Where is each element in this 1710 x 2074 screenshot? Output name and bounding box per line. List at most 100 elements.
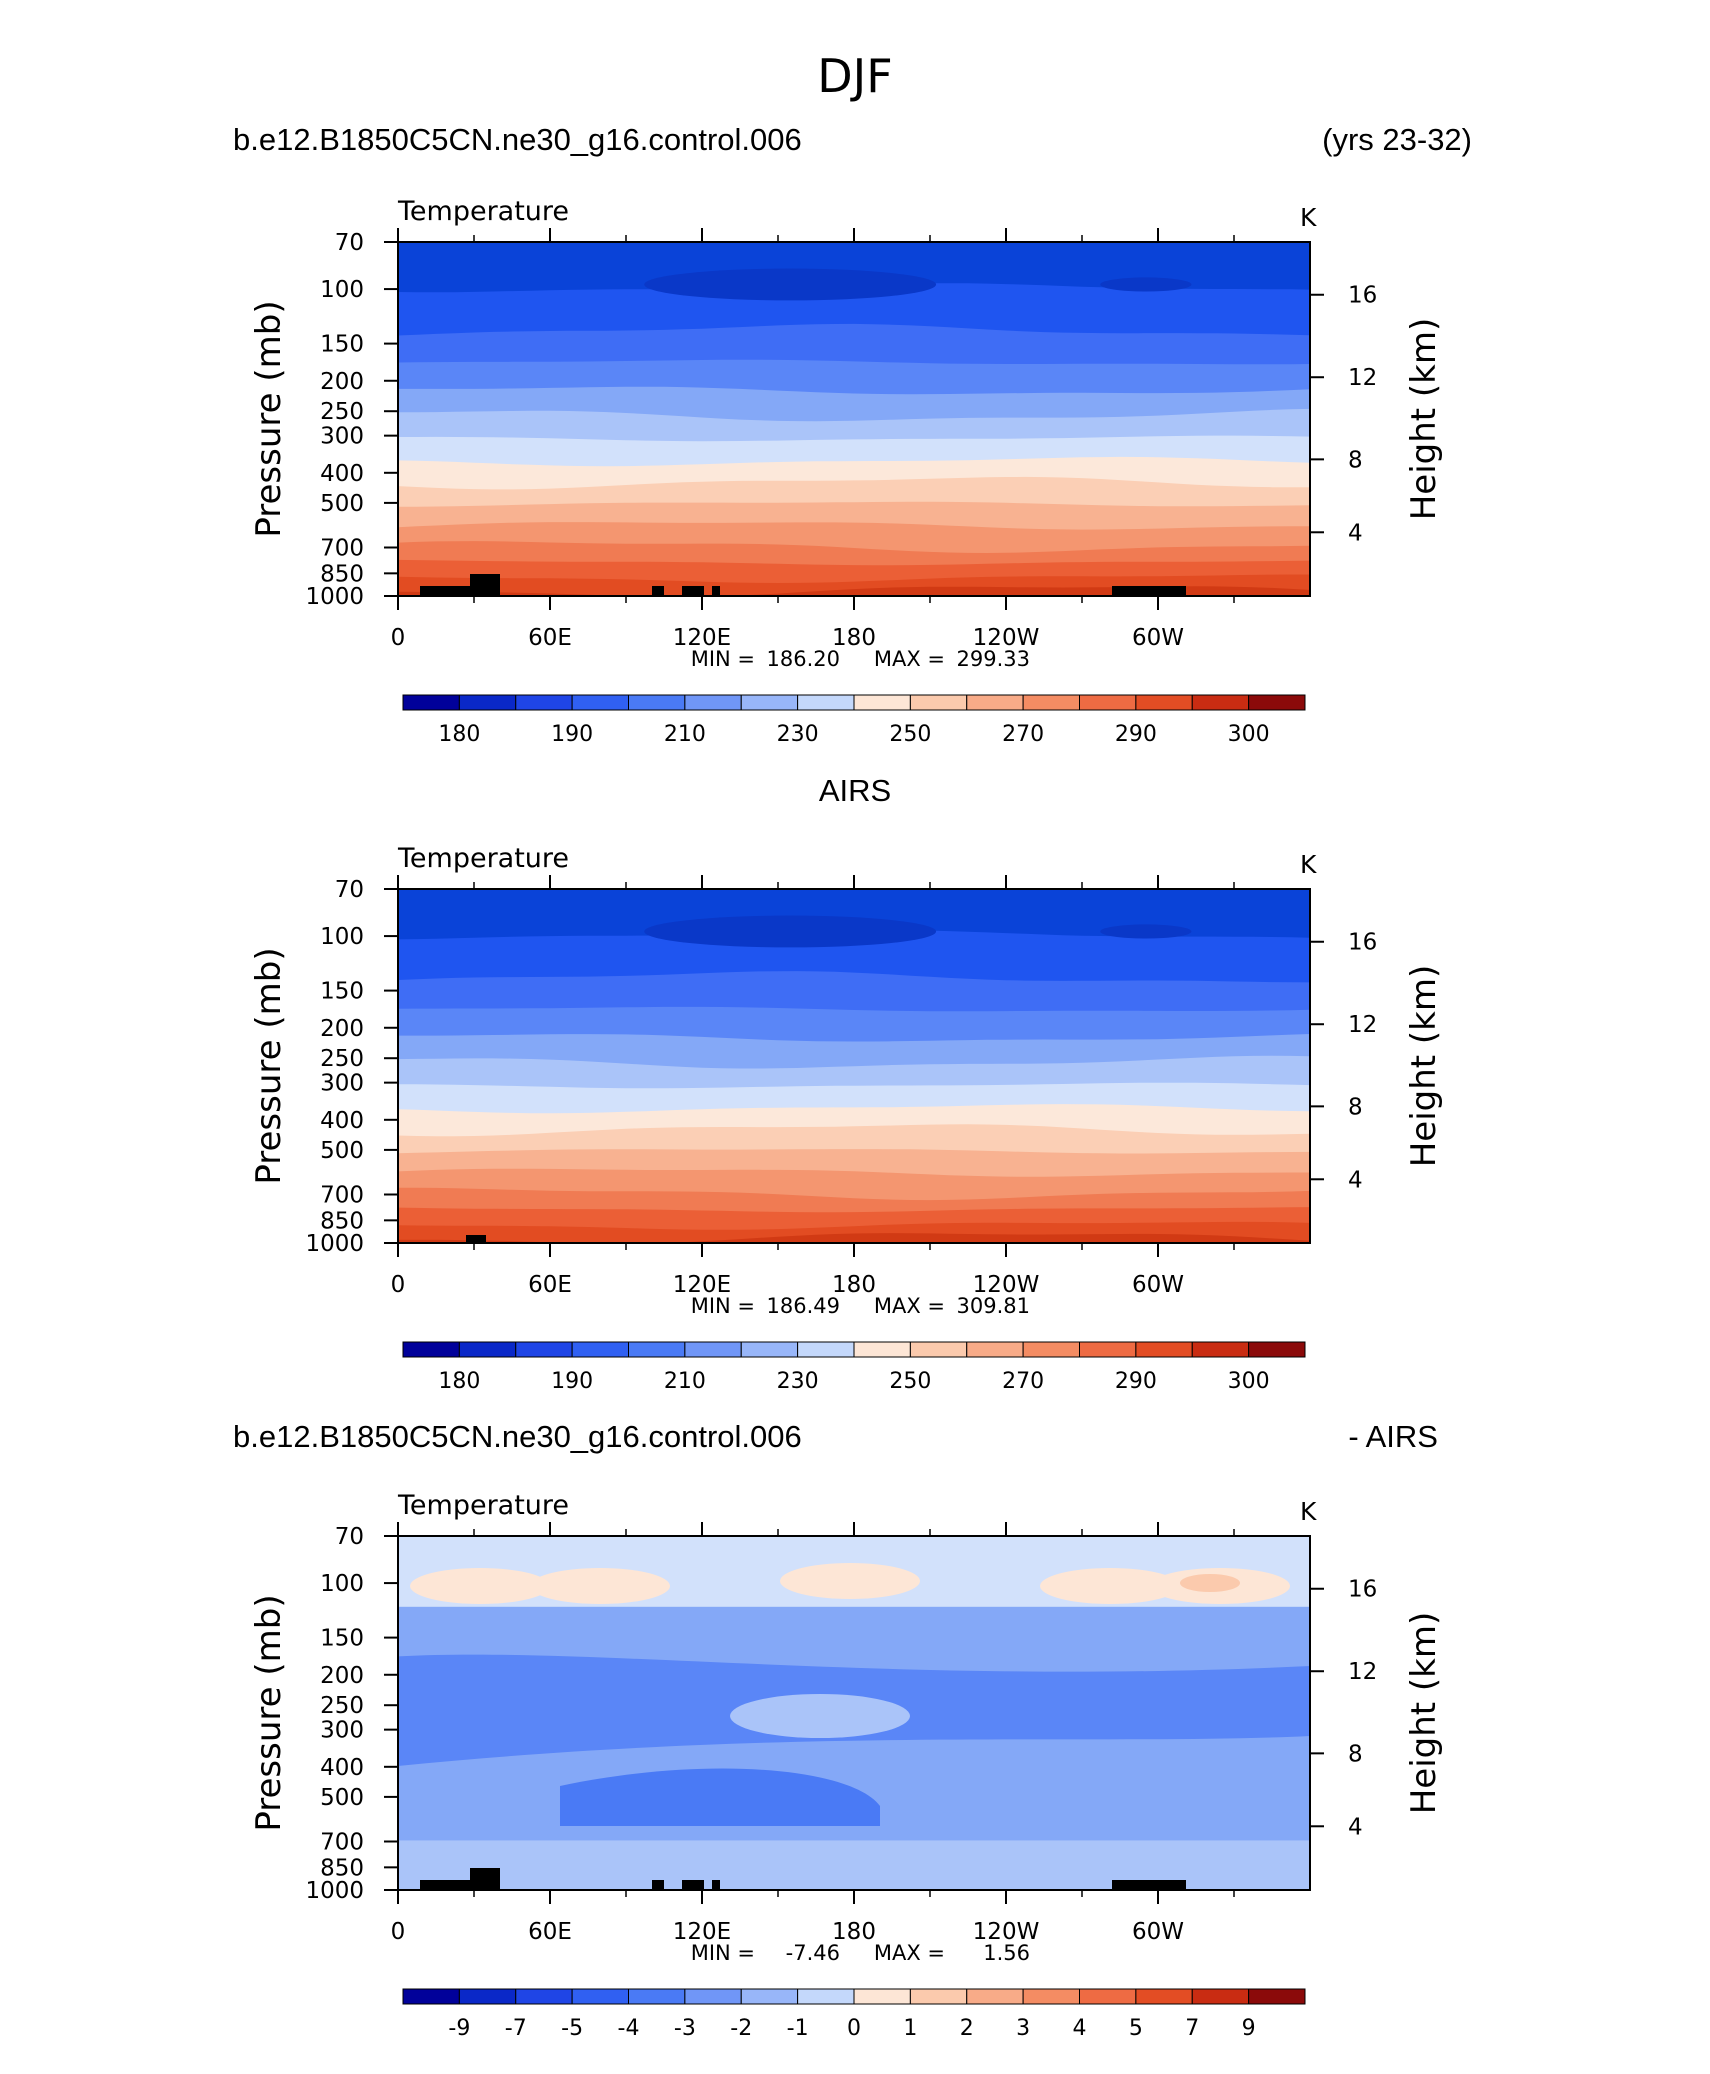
pressure-tick-label: 500 [320, 1785, 364, 1811]
colorbar-label: 0 [847, 2016, 861, 2041]
y-axis-title: Pressure (mb) [249, 300, 289, 537]
lon-tick-label: 120E [673, 1272, 731, 1298]
colorbar-label: 190 [551, 1369, 593, 1394]
colorbar-label: 300 [1228, 722, 1270, 747]
pressure-tick-label: 150 [320, 979, 364, 1005]
max-value: 1.56 [983, 1941, 1030, 1965]
pressure-tick-label: 250 [320, 1046, 364, 1072]
pressure-tick-label: 200 [320, 1663, 364, 1689]
pressure-tick-label: 100 [320, 924, 364, 950]
variable-label: Temperature [397, 843, 569, 874]
colorbar-segment [628, 1988, 686, 2005]
colorbar-segment [1022, 1988, 1080, 2005]
colorbar-segment [458, 1341, 517, 1358]
colorbar-segment [571, 1988, 629, 2005]
lon-tick-label: 180 [832, 1919, 876, 1945]
terrain-block [652, 1880, 664, 1890]
colorbar-segment [1079, 694, 1137, 711]
terrain-block [1112, 1880, 1186, 1890]
contour-field [398, 889, 1310, 1243]
max-value: 309.81 [957, 1294, 1030, 1318]
colorbar-segment [1248, 1988, 1306, 2005]
lon-tick-label: 0 [391, 1919, 406, 1945]
min-value: 186.20 [767, 647, 840, 671]
colorbar-segment [628, 694, 686, 711]
pressure-tick-label: 250 [320, 1693, 364, 1719]
colorbar-segment [740, 1988, 799, 2005]
colorbar-segment [1248, 694, 1306, 711]
diff-warm-patch [780, 1563, 920, 1599]
min-label: MIN = [691, 647, 755, 671]
page-title: DJF [817, 49, 892, 103]
colorbar-label: 180 [438, 722, 480, 747]
band-fill-14 [398, 586, 1310, 596]
height-tick-label: 12 [1348, 1012, 1377, 1038]
terrain-block [652, 586, 664, 596]
colorbar-label: 270 [1002, 1369, 1044, 1394]
panel-title-left: b.e12.B1850C5CN.ne30_g16.control.006 [233, 1419, 802, 1454]
colorbar-label: 4 [1073, 2016, 1087, 2041]
colorbar-label: 210 [664, 722, 706, 747]
height-tick-label: 12 [1348, 365, 1377, 391]
lon-tick-label: 180 [832, 625, 876, 651]
colorbar-segment [966, 1988, 1024, 2005]
lon-tick-label: 60E [528, 625, 572, 651]
diff-warm-patch [530, 1568, 670, 1604]
diff-warm-patch [410, 1568, 550, 1604]
min-label: MIN = [691, 1941, 755, 1965]
colorbar-label: 5 [1129, 2016, 1143, 2041]
colorbar-segment [515, 1988, 573, 2005]
pressure-tick-label: 500 [320, 1138, 364, 1164]
colorbar-label: -4 [618, 2016, 640, 2041]
colorbar-label: -2 [730, 2016, 752, 2041]
terrain-block [1112, 586, 1186, 596]
colorbar-segment [571, 694, 629, 711]
colorbar-segment [909, 1341, 968, 1358]
terrain-block [712, 586, 720, 596]
colorbar-segment [909, 694, 968, 711]
terrain-block [682, 586, 704, 596]
max-label: MAX = [874, 647, 945, 671]
pressure-tick-label: 300 [320, 1718, 364, 1744]
chart-panel-1: b.e12.B1850C5CN.ne30_g16.control.006 (yrs… [233, 122, 1472, 747]
height-tick-label: 16 [1348, 1577, 1377, 1603]
colorbar-label: 290 [1115, 722, 1157, 747]
height-tick-label: 4 [1348, 1167, 1363, 1193]
colorbar-segment [797, 1341, 855, 1358]
colorbar-label: 210 [664, 1369, 706, 1394]
panel-title-left: b.e12.B1850C5CN.ne30_g16.control.006 [233, 122, 802, 157]
pressure-tick-label: 70 [335, 877, 364, 903]
colorbar-segment [402, 1341, 460, 1358]
pressure-tick-label: 200 [320, 1016, 364, 1042]
lon-tick-label: 120W [973, 1272, 1040, 1298]
lon-tick-label: 60W [1132, 1919, 1184, 1945]
max-value: 299.33 [957, 647, 1030, 671]
colorbar-segment [853, 1988, 911, 2005]
colorbar-segment [1022, 1341, 1080, 1358]
lon-tick-label: 60E [528, 1919, 572, 1945]
pressure-tick-label: 300 [320, 424, 364, 450]
colorbar-segment [402, 694, 460, 711]
colorbar-label: 2 [960, 2016, 974, 2041]
colorbar-label: 3 [1016, 2016, 1030, 2041]
pressure-tick-label: 850 [320, 1855, 364, 1881]
variable-label: Temperature [397, 196, 569, 227]
pressure-tick-label: 700 [320, 536, 364, 562]
y-axis-title: Pressure (mb) [249, 1594, 289, 1831]
colorbar-label: 7 [1185, 2016, 1199, 2041]
y-axis-title-right: Height (km) [1404, 1612, 1444, 1815]
diff-warm-core [1180, 1574, 1240, 1592]
colorbar-segment [1135, 1341, 1193, 1358]
diff-low-patch [560, 1768, 880, 1826]
units-label: K [1300, 203, 1317, 232]
pressure-tick-label: 400 [320, 1755, 364, 1781]
colorbar-label: 9 [1242, 2016, 1256, 2041]
units-label: K [1300, 850, 1317, 879]
pressure-tick-label: 850 [320, 561, 364, 587]
colorbar-segment [684, 1341, 742, 1358]
y-axis-title: Pressure (mb) [249, 947, 289, 1184]
colorbar-label: -5 [561, 2016, 583, 2041]
pressure-tick-label: 250 [320, 399, 364, 425]
